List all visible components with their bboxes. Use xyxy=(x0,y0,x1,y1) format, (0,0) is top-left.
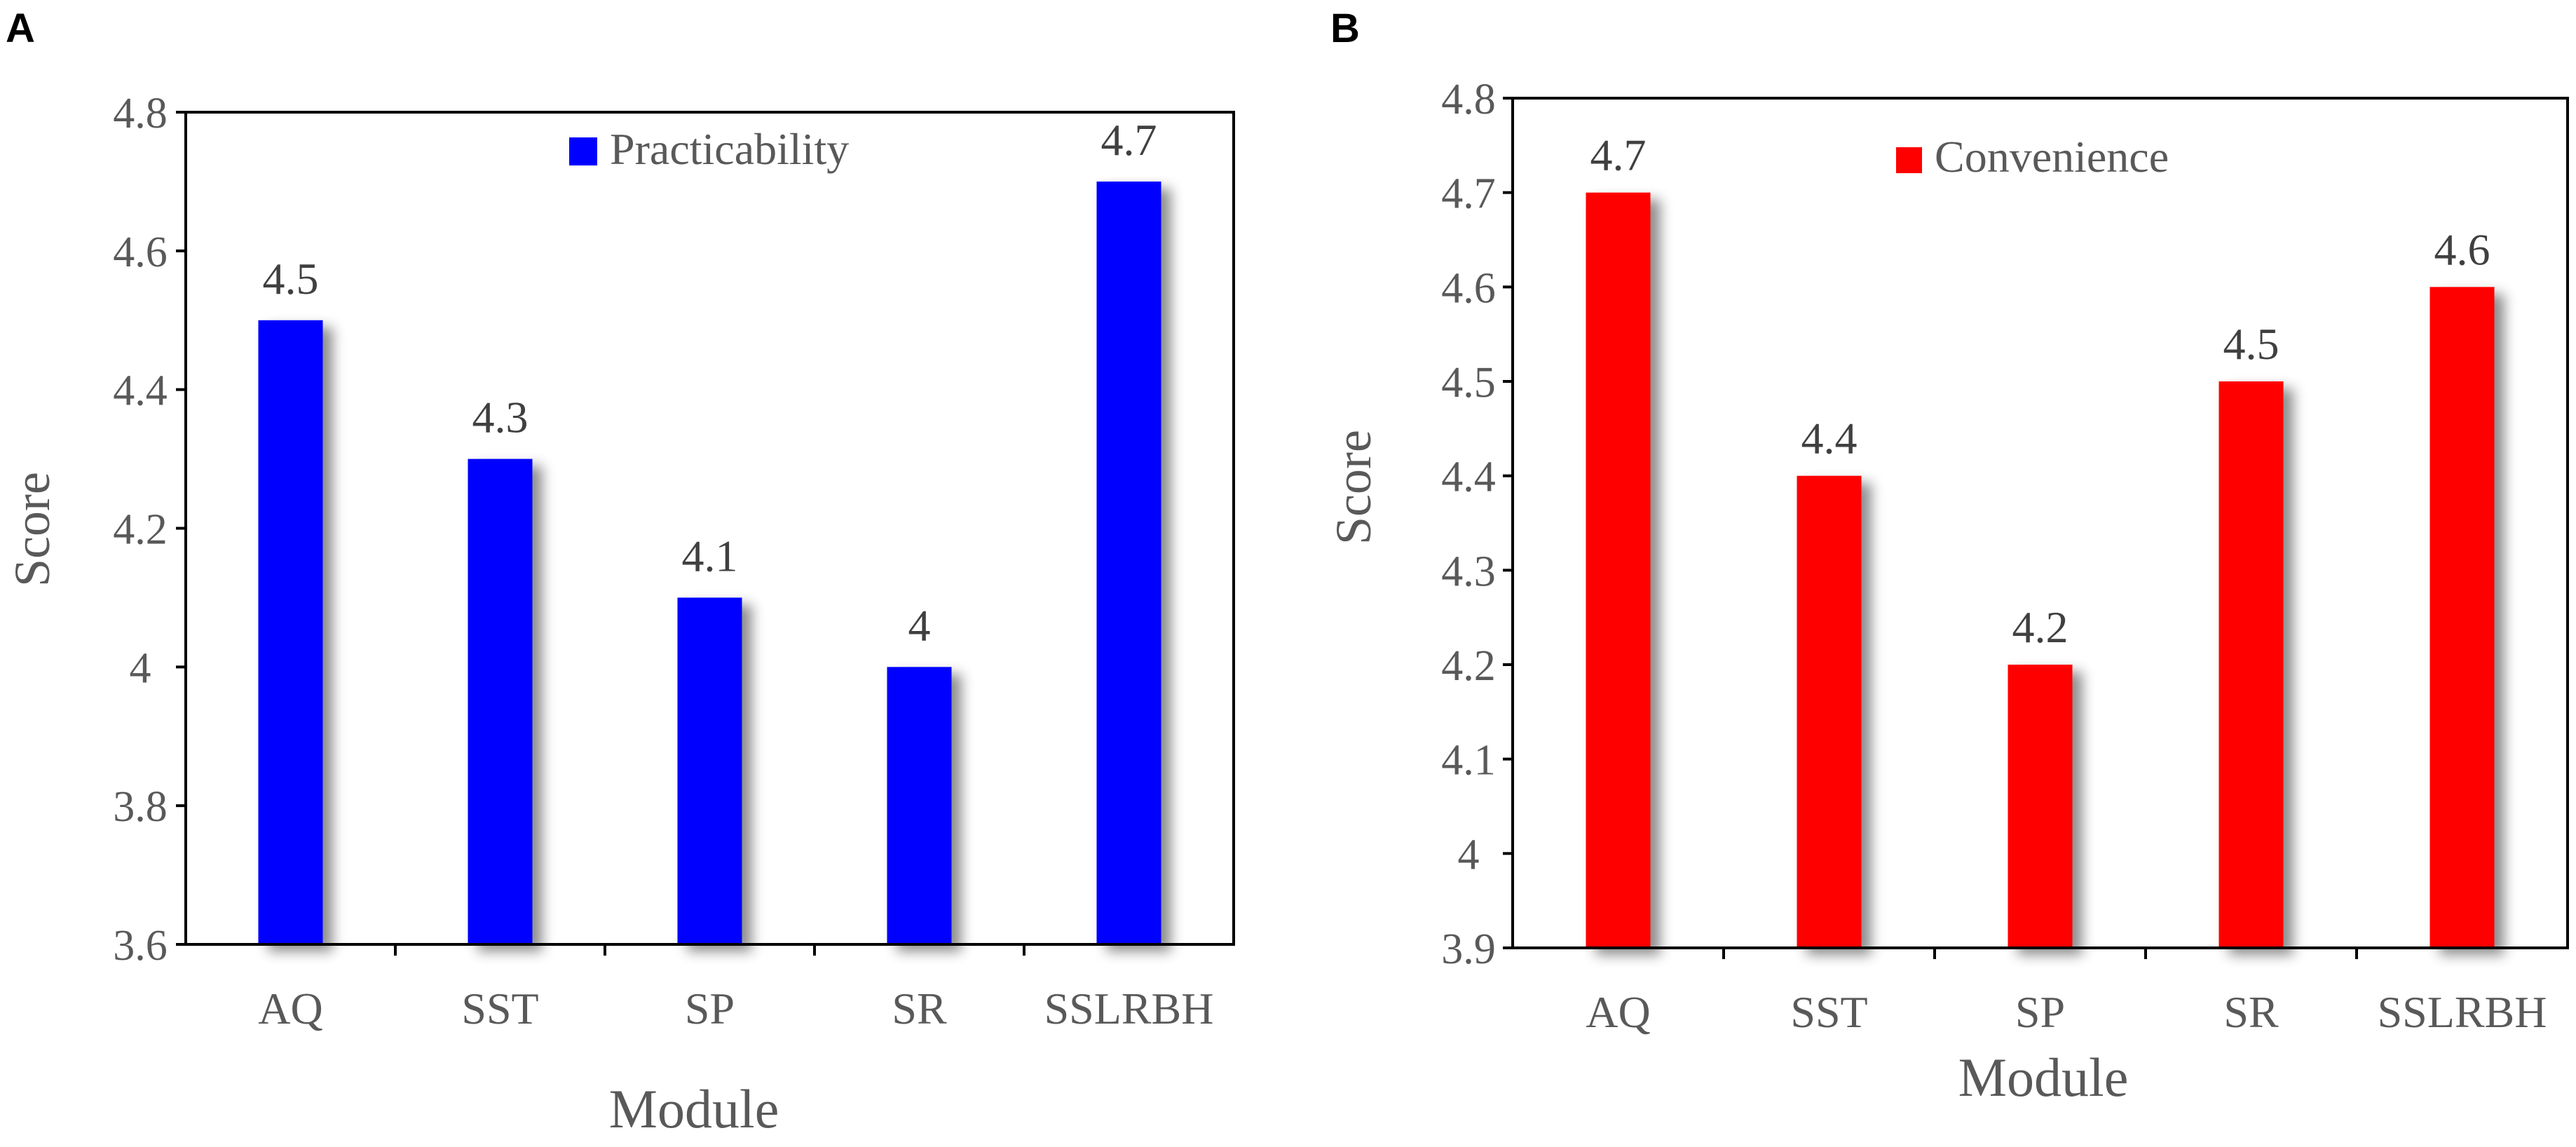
panel-a-bar-sp xyxy=(677,597,742,944)
panel-a-legend: Practicability xyxy=(569,124,849,174)
panel-b-letter: B xyxy=(1330,6,1360,51)
panel-a-y-axis-title: Score xyxy=(4,472,60,587)
panel-a-data-label-sst: 4.3 xyxy=(472,393,529,442)
panel-a-bars xyxy=(258,181,1161,945)
panel-b-ytick-label: 3.9 xyxy=(1441,925,1496,973)
panel-b: B 3.9 4 4.1 4.2 4.3 4.4 4.5 4.6 4.7 4.8 4.7 4.4 4.2… xyxy=(1326,6,2569,1108)
panel-b-bars xyxy=(1586,192,2495,949)
panel-a-ytick-label: 4.8 xyxy=(113,90,168,137)
panel-b-bar-aq xyxy=(1586,192,1651,949)
panel-b-category-labels: AQ SST SP SR SSLRBH xyxy=(1586,987,2547,1037)
panel-a-letter: A xyxy=(6,6,35,51)
panel-a-bar-sst xyxy=(468,459,533,944)
panel-a-bar-aq xyxy=(258,320,323,944)
panel-b-data-label-aq: 4.7 xyxy=(1590,130,1647,180)
panel-b-legend-swatch xyxy=(1896,147,1922,173)
panel-b-category-label-sst: SST xyxy=(1790,987,1867,1037)
panel-a-ytick-label: 3.6 xyxy=(113,922,168,970)
panel-b-y-axis-title: Score xyxy=(1326,430,1382,545)
panel-b-ytick-label: 4.4 xyxy=(1441,454,1496,501)
panel-a-data-label-aq: 4.5 xyxy=(263,254,319,304)
panel-a-bar-sr xyxy=(887,667,952,944)
panel-b-legend-label: Convenience xyxy=(1935,132,2169,182)
panel-a-category-label-sp: SP xyxy=(685,984,735,1033)
panel-b-category-label-sslrbh: SSLRBH xyxy=(2378,987,2547,1037)
panel-b-x-axis-title: Module xyxy=(1958,1047,2129,1108)
panel-b-ticks xyxy=(1503,97,2358,959)
panel-a-ytick-label: 4.4 xyxy=(113,367,168,415)
panel-b-ytick-label: 4.6 xyxy=(1441,264,1496,312)
panel-a-plot-frame xyxy=(184,111,1235,946)
panel-a-ytick-label: 4.6 xyxy=(113,229,168,276)
panel-a-legend-swatch xyxy=(569,137,597,165)
panel-b-category-label-aq: AQ xyxy=(1586,987,1650,1037)
panel-b-ytick-label: 4.8 xyxy=(1441,76,1496,123)
panel-b-ytick-labels: 3.9 4 4.1 4.2 4.3 4.4 4.5 4.6 4.7 4.8 xyxy=(1441,76,1496,973)
panel-b-bar-sst xyxy=(1797,475,1862,948)
panel-b-legend: Convenience xyxy=(1896,132,2169,182)
panel-b-ytick-label: 4.2 xyxy=(1441,642,1496,690)
panel-a-category-label-aq: AQ xyxy=(258,984,322,1033)
panel-a-legend-label: Practicability xyxy=(610,124,849,174)
panel-b-data-label-sslrbh: 4.6 xyxy=(2434,224,2490,274)
panel-a-bar-sslrbh xyxy=(1096,181,1161,945)
panel-b-data-labels: 4.7 4.4 4.2 4.5 4.6 xyxy=(1590,130,2490,652)
panel-a-ytick-labels: 3.6 3.8 4 4.2 4.4 4.6 4.8 xyxy=(113,90,168,970)
panel-b-category-label-sp: SP xyxy=(2015,987,2065,1037)
panel-a-ytick-label: 4.2 xyxy=(113,506,168,554)
panel-b-ytick-label: 4.7 xyxy=(1441,170,1496,218)
panel-a-data-label-sr: 4 xyxy=(908,600,931,650)
panel-a-data-labels: 4.5 4.3 4.1 4 4.7 xyxy=(263,115,1157,650)
panel-a-ticks xyxy=(176,111,1025,956)
panel-a-category-label-sr: SR xyxy=(892,984,947,1033)
panel-b-ytick-label: 4 xyxy=(1458,831,1480,878)
panel-a: A 3.6 3.8 4 4.2 4.4 4.6 4.8 4.5 4.3 4.1 4 4.7 AQ SS… xyxy=(4,6,1235,1139)
panel-b-category-label-sr: SR xyxy=(2223,987,2279,1037)
panel-b-data-label-sp: 4.2 xyxy=(2012,602,2069,652)
panel-a-data-label-sslrbh: 4.7 xyxy=(1101,115,1157,165)
panel-a-data-label-sp: 4.1 xyxy=(682,531,738,581)
panel-a-category-label-sslrbh: SSLRBH xyxy=(1044,984,1214,1033)
panel-b-ytick-label: 4.1 xyxy=(1441,737,1496,785)
panel-a-ytick-label: 3.8 xyxy=(113,783,168,831)
panel-a-x-axis-title: Module xyxy=(609,1078,779,1139)
panel-a-category-label-sst: SST xyxy=(461,984,538,1033)
panel-b-ytick-label: 4.3 xyxy=(1441,548,1496,595)
panel-b-bar-sp xyxy=(2008,665,2073,948)
panel-b-data-label-sr: 4.5 xyxy=(2223,319,2279,369)
panel-b-data-label-sst: 4.4 xyxy=(1801,414,1858,463)
panel-b-bar-sslrbh xyxy=(2430,287,2495,948)
panel-b-ytick-label: 4.5 xyxy=(1441,359,1496,407)
panel-a-ytick-label: 4 xyxy=(130,644,151,692)
panel-b-plot-frame xyxy=(1511,97,2569,949)
panel-b-bar-sr xyxy=(2219,381,2284,948)
panel-a-category-labels: AQ SST SP SR SSLRBH xyxy=(258,984,1213,1033)
